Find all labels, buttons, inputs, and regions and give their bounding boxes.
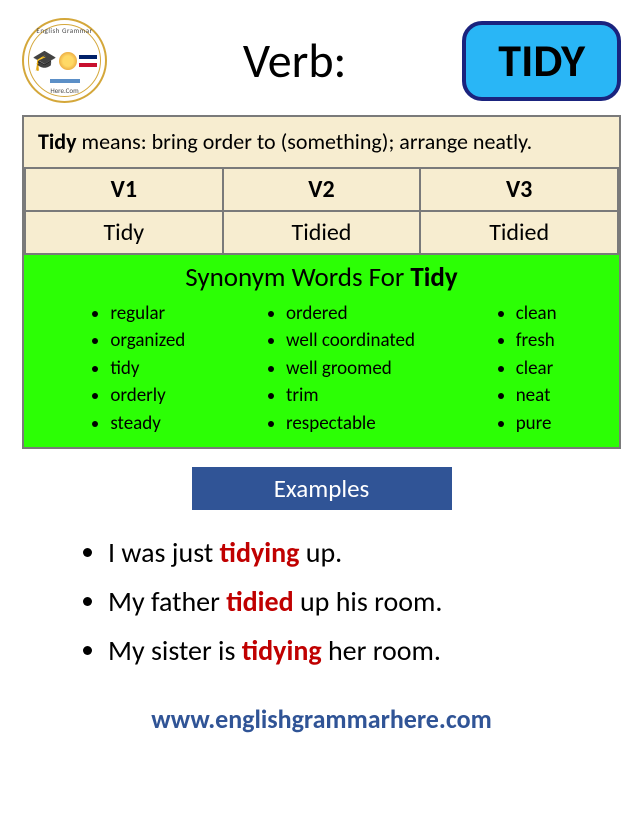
synonym-item: steady: [110, 410, 185, 438]
example-pre: I was just: [108, 535, 220, 570]
form-value-v2: Tidied: [223, 211, 421, 254]
synonym-item: orderly: [110, 382, 185, 410]
example-sentence: My sister is tidying her room.: [108, 626, 621, 675]
example-post: her room.: [322, 633, 441, 668]
verb-forms-table: V1 V2 V3 Tidy Tidied Tidied: [24, 167, 619, 255]
form-value-v3: Tidied: [420, 211, 618, 254]
synonym-item: tidy: [110, 355, 185, 383]
synonyms-section: Synonym Words For Tidy regular organized…: [22, 255, 621, 450]
example-highlight: tidying: [220, 535, 300, 570]
synonyms-title-word: Tidy: [410, 261, 457, 294]
definition-body: means: bring order to (something); arran…: [77, 128, 533, 155]
synonym-item: fresh: [516, 327, 557, 355]
definition-lead: Tidy: [38, 128, 77, 155]
example-sentence: My father tidied up his room.: [108, 577, 621, 626]
form-value-v1: Tidy: [25, 211, 223, 254]
synonym-item: ordered: [286, 300, 415, 328]
header-row: English Grammar 🎓 Here.Com Verb: TIDY: [22, 18, 621, 103]
synonyms-title: Synonym Words For Tidy: [24, 261, 619, 294]
synonym-item: pure: [516, 410, 557, 438]
synonym-column-3: clean fresh clear neat pure: [492, 300, 557, 438]
synonym-column-1: regular organized tidy orderly steady: [86, 300, 185, 438]
synonym-item: regular: [110, 300, 185, 328]
footer-url: www.englishgrammarhere.com: [22, 703, 621, 735]
synonym-item: well groomed: [286, 355, 415, 383]
examples-header: Examples: [192, 467, 452, 510]
synonym-item: respectable: [286, 410, 415, 438]
example-highlight: tidying: [242, 633, 322, 668]
example-pre: My sister is: [108, 633, 242, 668]
definition-text: Tidy means: bring order to (something); …: [24, 117, 619, 167]
book-icon: [50, 79, 80, 83]
example-sentence: I was just tidying up.: [108, 528, 621, 577]
form-header-v3: V3: [420, 168, 618, 211]
example-pre: My father: [108, 584, 226, 619]
logo-text-bottom: Here.Com: [50, 86, 78, 95]
synonym-item: clear: [516, 355, 557, 383]
synonyms-columns: regular organized tidy orderly steady or…: [24, 300, 619, 438]
verb-word-box: TIDY: [462, 21, 621, 101]
synonym-item: neat: [516, 382, 557, 410]
site-logo: English Grammar 🎓 Here.Com: [22, 18, 107, 103]
uk-flag-icon: [79, 55, 97, 67]
synonym-item: well coordinated: [286, 327, 415, 355]
example-highlight: tidied: [226, 584, 293, 619]
definition-section: Tidy means: bring order to (something); …: [22, 115, 621, 255]
verb-label: Verb:: [117, 31, 452, 90]
example-post: up.: [299, 535, 342, 570]
form-header-v2: V2: [223, 168, 421, 211]
synonym-item: trim: [286, 382, 415, 410]
synonym-item: clean: [516, 300, 557, 328]
synonym-item: organized: [110, 327, 185, 355]
logo-text-top: English Grammar: [36, 26, 92, 35]
example-post: up his room.: [294, 584, 443, 619]
synonym-column-2: ordered well coordinated well groomed tr…: [262, 300, 415, 438]
synonyms-title-prefix: Synonym Words For: [185, 261, 410, 294]
examples-list: I was just tidying up. My father tidied …: [22, 528, 621, 675]
form-header-v1: V1: [25, 168, 223, 211]
